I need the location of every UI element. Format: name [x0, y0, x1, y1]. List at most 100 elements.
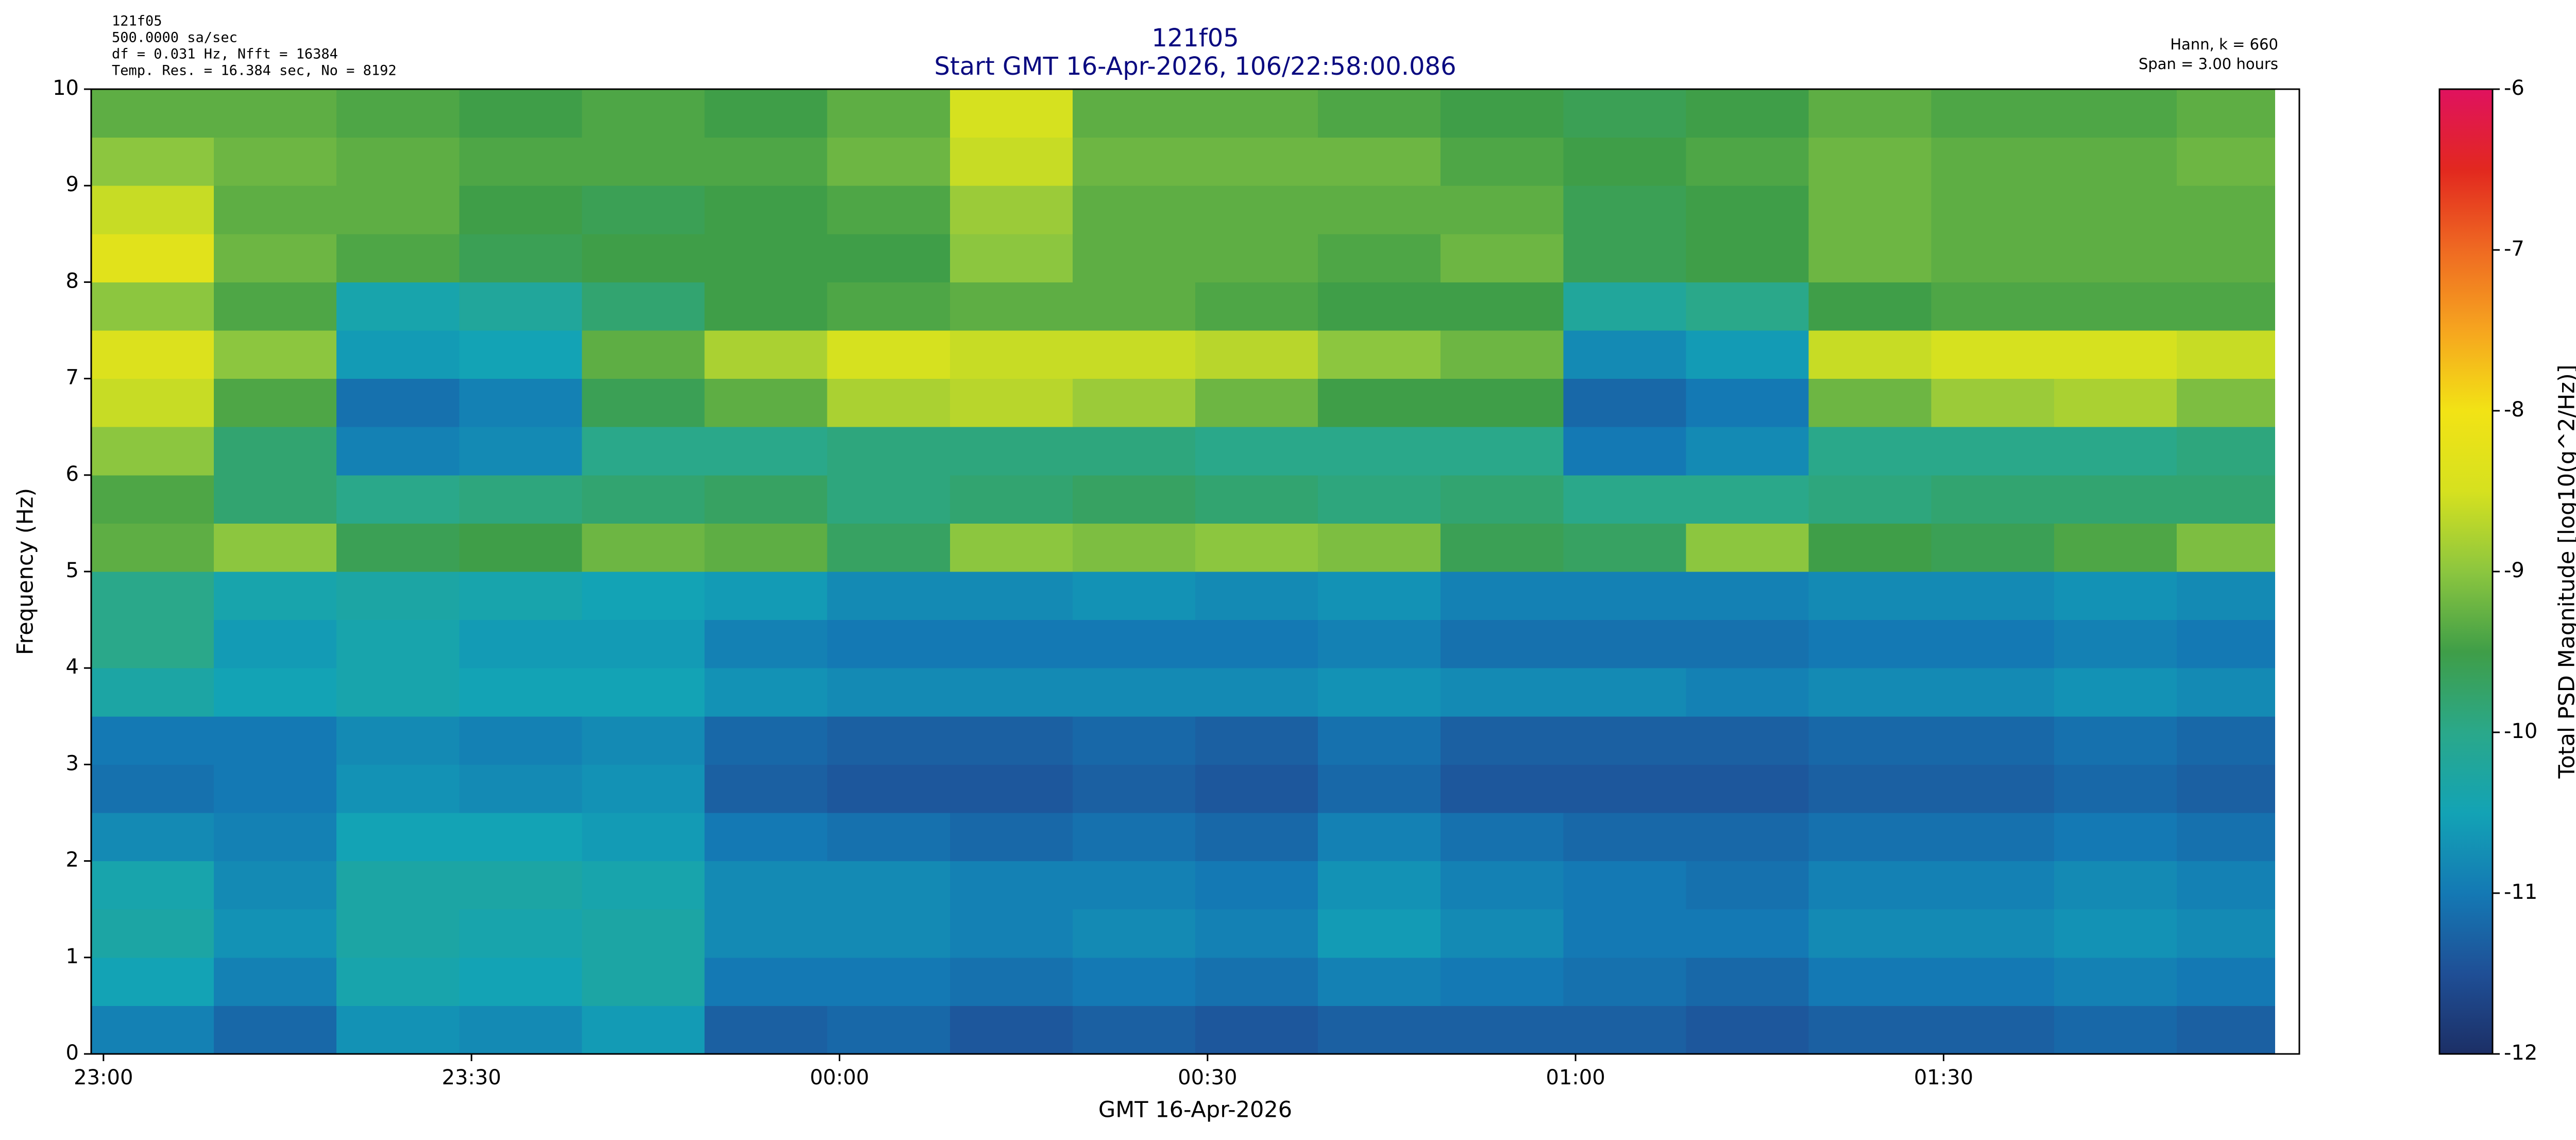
cell — [1931, 282, 2055, 331]
cell — [2176, 716, 2275, 765]
cell — [1931, 716, 2055, 765]
cell — [336, 619, 460, 668]
cell — [1072, 523, 1196, 572]
cell — [2176, 378, 2275, 427]
cell — [704, 523, 828, 572]
cell — [214, 764, 337, 813]
y-tick-label: 5 — [66, 559, 79, 582]
cell — [1195, 475, 1318, 524]
cell — [1440, 427, 1564, 476]
cell — [214, 1005, 337, 1054]
cell — [214, 475, 337, 524]
cell — [1318, 813, 1441, 862]
cell — [950, 233, 1073, 282]
cell — [459, 716, 582, 765]
cell — [1563, 957, 1686, 1006]
cell — [704, 427, 828, 476]
cell — [950, 668, 1073, 717]
cell — [950, 861, 1073, 910]
cell — [2054, 572, 2177, 621]
cell — [582, 572, 705, 621]
cell — [2176, 619, 2275, 668]
cell — [1072, 475, 1196, 524]
cell — [582, 957, 705, 1006]
cell — [336, 427, 460, 476]
cell — [582, 1005, 705, 1054]
cell — [1808, 475, 1932, 524]
cell — [950, 957, 1073, 1006]
cell — [91, 619, 214, 668]
chart-subtitle: Start GMT 16-Apr-2026, 106/22:58:00.086 — [934, 52, 1456, 81]
cell — [1072, 137, 1196, 186]
cell — [1808, 186, 1932, 234]
cell — [2054, 813, 2177, 862]
cell — [336, 1005, 460, 1054]
cell — [1072, 668, 1196, 717]
cell — [1563, 764, 1686, 813]
cell — [91, 186, 214, 234]
cell — [1072, 427, 1196, 476]
cell — [827, 716, 951, 765]
cell — [827, 813, 951, 862]
cell — [2054, 1005, 2177, 1054]
cell — [214, 716, 337, 765]
spectrogram — [91, 89, 2275, 1054]
cell — [950, 89, 1073, 138]
cell — [336, 668, 460, 717]
cell — [1686, 957, 1809, 1006]
cell — [1686, 137, 1809, 186]
cell — [827, 475, 951, 524]
cell — [950, 716, 1073, 765]
cell — [459, 861, 582, 910]
cell — [1808, 619, 1932, 668]
cell — [1931, 186, 2055, 234]
cell — [1686, 861, 1809, 910]
chart-title: 121f05 — [1151, 24, 1239, 53]
colorbar-tick-label: -11 — [2504, 880, 2537, 904]
info-right: Hann, k = 660 — [2170, 36, 2278, 53]
cell — [950, 1005, 1073, 1054]
cell — [582, 716, 705, 765]
cell — [950, 909, 1073, 958]
cell — [1318, 572, 1441, 621]
cell — [950, 475, 1073, 524]
cell — [1563, 330, 1686, 379]
cell — [91, 282, 214, 331]
cell — [336, 813, 460, 862]
cell — [582, 523, 705, 572]
cell — [1931, 861, 2055, 910]
cell — [336, 282, 460, 331]
cell — [1318, 668, 1441, 717]
cell — [336, 523, 460, 572]
cell — [1440, 475, 1564, 524]
cell — [91, 668, 214, 717]
cell — [582, 186, 705, 234]
cell — [1440, 1005, 1564, 1054]
cell — [582, 137, 705, 186]
y-tick-label: 10 — [53, 76, 79, 100]
cell — [91, 475, 214, 524]
cell — [459, 668, 582, 717]
cell — [1563, 619, 1686, 668]
cell — [2054, 330, 2177, 379]
cell — [1931, 668, 2055, 717]
cell — [1072, 233, 1196, 282]
cell — [704, 233, 828, 282]
cell — [1440, 233, 1564, 282]
cell — [704, 813, 828, 862]
cell — [1195, 427, 1318, 476]
cell — [950, 619, 1073, 668]
colorbar-tick-label: -12 — [2504, 1041, 2537, 1065]
cell — [827, 957, 951, 1006]
cell — [827, 861, 951, 910]
info-left: 500.0000 sa/sec — [112, 30, 238, 46]
cell — [1931, 427, 2055, 476]
cell — [1686, 378, 1809, 427]
x-tick-label: 23:30 — [442, 1066, 501, 1089]
cell — [1563, 813, 1686, 862]
cell — [1072, 764, 1196, 813]
cell — [582, 89, 705, 138]
cell — [1931, 475, 2055, 524]
cell — [2176, 764, 2275, 813]
cell — [1563, 1005, 1686, 1054]
